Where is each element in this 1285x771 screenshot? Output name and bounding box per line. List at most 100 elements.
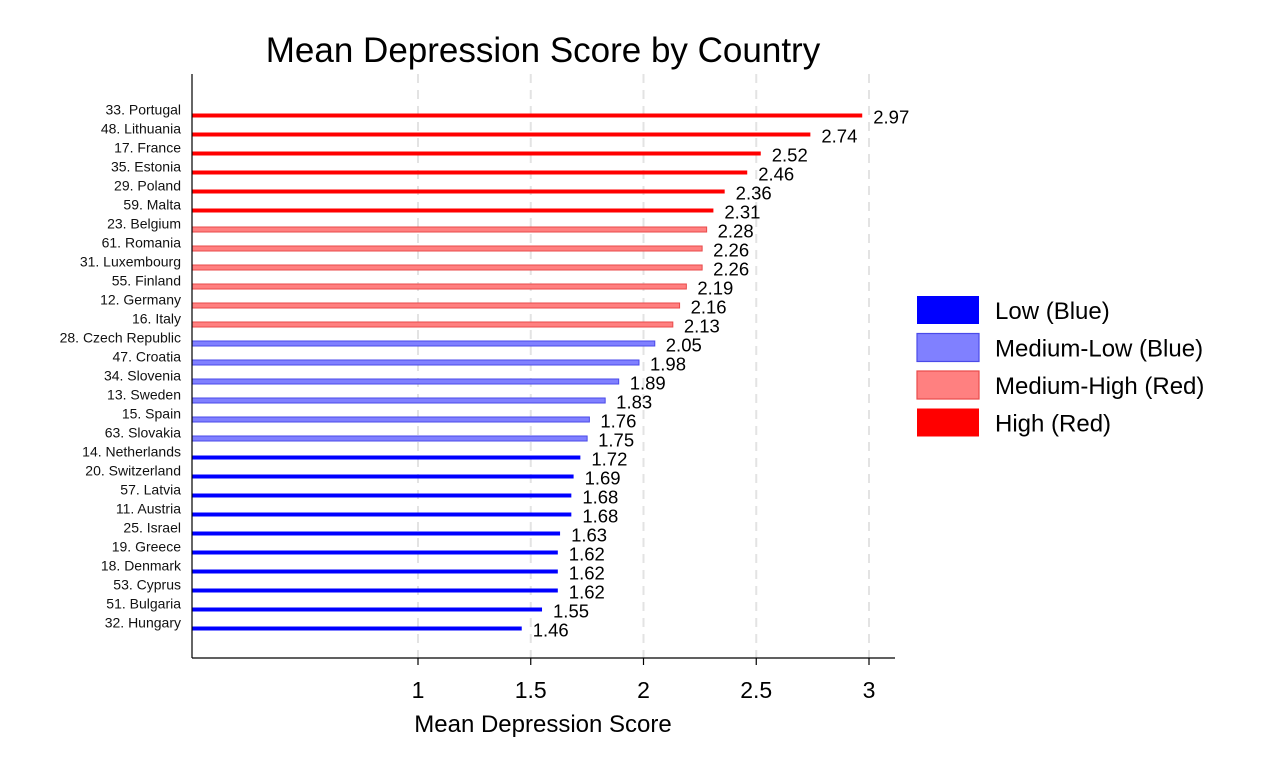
bar-23 bbox=[192, 550, 558, 555]
category-label-16: 15. Spain bbox=[122, 406, 181, 422]
legend-swatch-medium-high bbox=[916, 370, 980, 400]
value-label-2: 2.52 bbox=[772, 145, 808, 166]
bar-0 bbox=[192, 113, 863, 118]
value-label-4: 2.36 bbox=[736, 183, 772, 204]
bar-9 bbox=[191, 283, 687, 290]
value-label-5: 2.31 bbox=[724, 202, 760, 223]
value-label-7: 2.26 bbox=[713, 240, 749, 261]
category-label-26: 51. Bulgaria bbox=[106, 596, 181, 612]
x-tick-label-1: 1.5 bbox=[515, 677, 547, 703]
category-label-17: 63. Slovakia bbox=[105, 425, 181, 441]
bar-15 bbox=[191, 397, 606, 404]
value-label-22: 1.63 bbox=[571, 525, 607, 546]
value-label-24: 1.62 bbox=[569, 563, 605, 584]
category-label-21: 11. Austria bbox=[116, 501, 181, 517]
category-label-20: 57. Latvia bbox=[120, 482, 181, 498]
bar-19 bbox=[192, 474, 574, 479]
bar-22 bbox=[192, 531, 561, 536]
x-tick-label-0: 1 bbox=[412, 677, 425, 703]
value-label-1: 2.74 bbox=[821, 126, 857, 147]
category-label-27: 32. Hungary bbox=[105, 615, 181, 631]
category-label-23: 19. Greece bbox=[112, 539, 181, 555]
bar-6 bbox=[191, 226, 708, 233]
category-label-19: 20. Switzerland bbox=[85, 463, 181, 479]
value-label-13: 1.98 bbox=[650, 354, 686, 375]
bar-12 bbox=[191, 340, 656, 347]
bar-3 bbox=[192, 170, 748, 175]
bar-11 bbox=[191, 321, 674, 328]
bar-7 bbox=[191, 245, 703, 252]
value-label-6: 2.28 bbox=[718, 221, 754, 242]
legend-label-low: Low (Blue) bbox=[995, 298, 1110, 325]
value-label-8: 2.26 bbox=[713, 259, 749, 280]
legend-label-medium-low: Medium-Low (Blue) bbox=[995, 336, 1203, 363]
value-label-23: 1.62 bbox=[569, 544, 605, 565]
category-label-5: 59. Malta bbox=[123, 197, 181, 213]
bar-1 bbox=[192, 132, 811, 137]
value-label-12: 2.05 bbox=[666, 335, 702, 356]
category-label-6: 23. Belgium bbox=[107, 216, 181, 232]
bar-17 bbox=[191, 435, 588, 442]
value-label-17: 1.75 bbox=[598, 430, 634, 451]
category-label-1: 48. Lithuania bbox=[101, 121, 181, 137]
axes bbox=[191, 74, 895, 659]
chart-title: Mean Depression Score by Country bbox=[266, 31, 821, 70]
category-label-11: 16. Italy bbox=[132, 311, 181, 327]
legend-swatch-high bbox=[917, 408, 979, 437]
bar-4 bbox=[192, 189, 725, 194]
bar-8 bbox=[191, 264, 703, 271]
value-label-21: 1.68 bbox=[582, 506, 618, 527]
bar-14 bbox=[191, 378, 620, 385]
bar-13 bbox=[191, 359, 640, 366]
category-label-2: 17. France bbox=[114, 140, 181, 156]
value-label-25: 1.62 bbox=[569, 582, 605, 603]
category-label-10: 12. Germany bbox=[100, 292, 181, 308]
category-label-25: 53. Cyprus bbox=[113, 577, 181, 593]
bar-25 bbox=[192, 588, 558, 593]
value-label-26: 1.55 bbox=[553, 601, 589, 622]
value-labels: 2.972.742.522.462.362.312.282.262.262.19… bbox=[533, 107, 910, 641]
bar-21 bbox=[192, 512, 572, 517]
bar-10 bbox=[191, 302, 681, 309]
value-label-15: 1.83 bbox=[616, 392, 652, 413]
bar-20 bbox=[192, 493, 572, 498]
value-label-3: 2.46 bbox=[758, 164, 794, 185]
category-label-14: 34. Slovenia bbox=[104, 368, 181, 384]
value-label-11: 2.13 bbox=[684, 316, 720, 337]
x-axis-label: Mean Depression Score bbox=[414, 711, 671, 738]
category-label-24: 18. Denmark bbox=[101, 558, 182, 574]
value-label-19: 1.69 bbox=[585, 468, 621, 489]
bar-18 bbox=[192, 455, 581, 460]
x-tick-label-2: 2 bbox=[637, 677, 650, 703]
category-label-7: 61. Romania bbox=[102, 235, 182, 251]
category-label-8: 31. Luxembourg bbox=[80, 254, 181, 270]
bar-26 bbox=[192, 607, 543, 612]
value-label-27: 1.46 bbox=[533, 620, 569, 641]
bar-16 bbox=[191, 416, 590, 423]
value-label-18: 1.72 bbox=[591, 449, 627, 470]
x-ticks: 1 1.5 2 2.5 3 bbox=[412, 658, 876, 703]
category-label-15: 13. Sweden bbox=[107, 387, 181, 403]
category-label-13: 47. Croatia bbox=[113, 349, 182, 365]
legend-swatch-low bbox=[917, 296, 979, 324]
category-label-4: 29. Poland bbox=[114, 178, 181, 194]
value-label-20: 1.68 bbox=[582, 487, 618, 508]
bar-2 bbox=[192, 151, 761, 156]
value-label-14: 1.89 bbox=[630, 373, 666, 394]
bar-27 bbox=[192, 626, 522, 631]
value-label-10: 2.16 bbox=[691, 297, 727, 318]
category-label-22: 25. Israel bbox=[123, 520, 181, 536]
bar-5 bbox=[192, 208, 714, 213]
legend-label-medium-high: Medium-High (Red) bbox=[995, 373, 1204, 400]
legend-swatch-medium-low bbox=[916, 332, 980, 363]
category-label-12: 28. Czech Republic bbox=[60, 330, 181, 346]
category-label-0: 33. Portugal bbox=[106, 102, 182, 118]
value-label-16: 1.76 bbox=[600, 411, 636, 432]
category-labels: 33. Portugal 48. Lithuania 17. France 35. E… bbox=[60, 102, 182, 631]
x-tick-label-4: 3 bbox=[863, 677, 876, 703]
value-label-9: 2.19 bbox=[697, 278, 733, 299]
legend-label-high: High (Red) bbox=[995, 411, 1111, 438]
category-label-3: 35. Estonia bbox=[111, 159, 181, 175]
legend: Low (Blue) Medium-Low (Blue) Medium-High (… bbox=[916, 296, 1204, 438]
